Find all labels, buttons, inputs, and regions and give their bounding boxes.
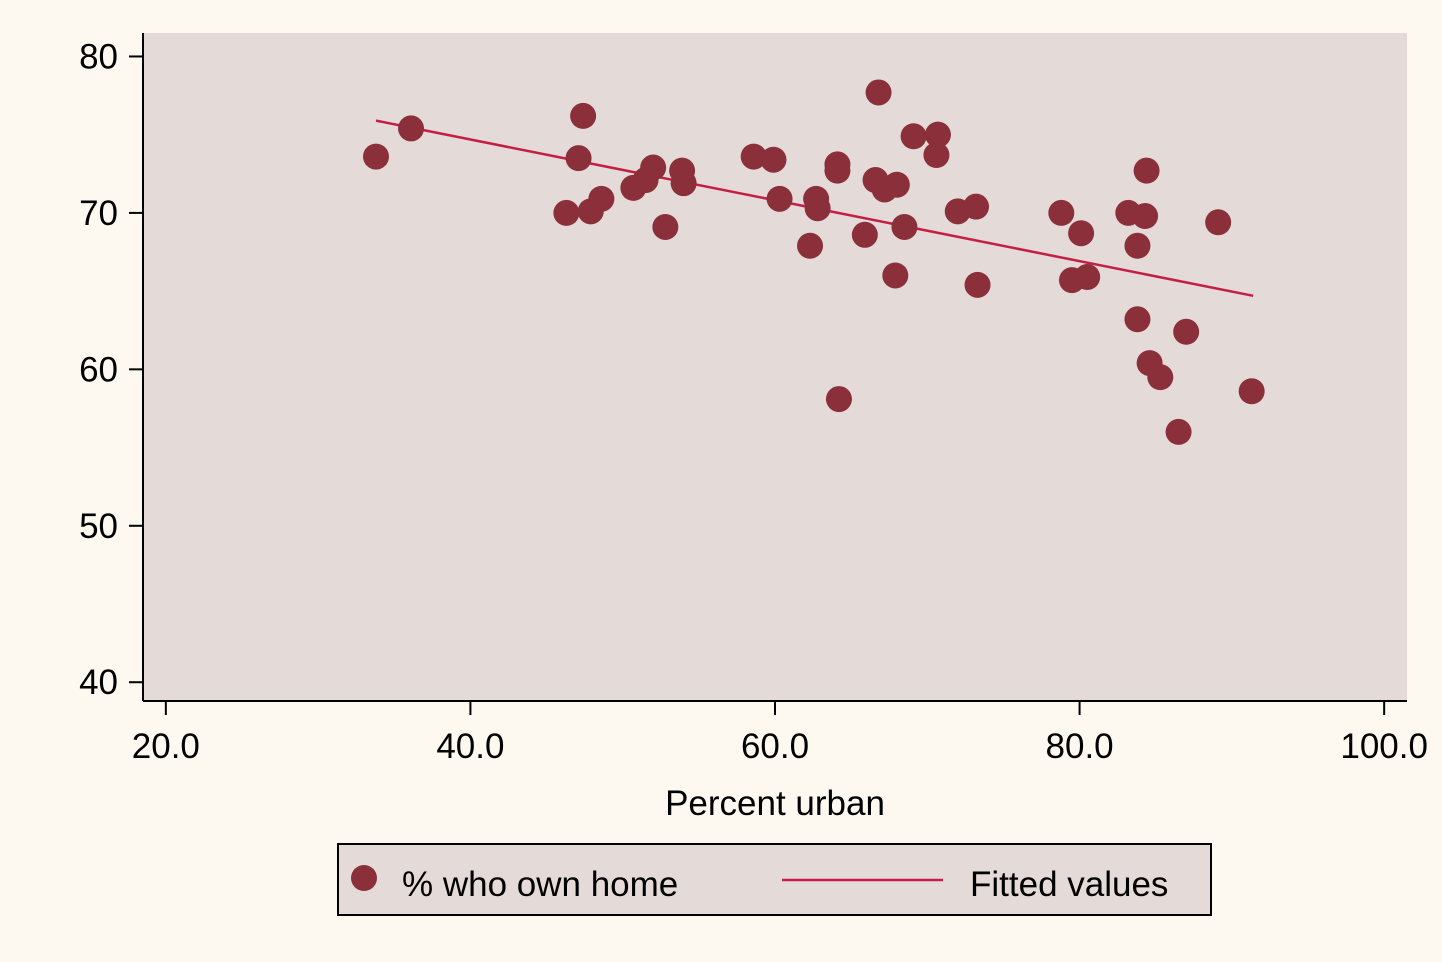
scatter-point <box>565 145 592 172</box>
scatter-point <box>1205 209 1232 236</box>
scatter-point <box>1074 264 1101 291</box>
scatter-point <box>588 185 615 212</box>
scatter-point <box>1132 203 1159 230</box>
x-axis-title: Percent urban <box>665 784 885 823</box>
scatter-point <box>1165 418 1192 445</box>
y-axis-ticks: 40 50 60 70 80 <box>79 37 143 702</box>
x-tick-label: 80.0 <box>1046 727 1114 766</box>
legend-label-fitted: Fitted values <box>970 865 1168 904</box>
scatter-points-layer <box>363 79 1265 445</box>
scatter-point <box>670 170 697 197</box>
y-tick-label: 70 <box>79 194 118 233</box>
y-tick-label: 50 <box>79 507 118 546</box>
legend: % who own home Fitted values <box>337 843 1212 916</box>
scatter-point <box>553 199 580 226</box>
scatter-point <box>1068 220 1095 247</box>
scatter-point <box>652 213 679 240</box>
scatter-point <box>883 171 910 198</box>
scatter-point <box>963 193 990 220</box>
scatter-point <box>804 195 831 222</box>
scatter-point <box>923 142 950 169</box>
scatter-point <box>1147 364 1174 391</box>
y-tick-label: 80 <box>79 37 118 76</box>
x-tick-label: 60.0 <box>741 727 809 766</box>
scatter-point <box>797 232 824 259</box>
scatter-point <box>825 386 852 413</box>
scatter-point <box>824 157 851 184</box>
legend-label-home: % who own home <box>402 865 678 904</box>
scatter-point <box>900 123 927 150</box>
scatter-point <box>1124 232 1151 259</box>
scatter-point <box>760 146 787 173</box>
scatter-point <box>740 143 767 170</box>
x-tick-label: 100.0 <box>1340 727 1428 766</box>
scatter-point <box>924 121 951 148</box>
scatter-point <box>851 221 878 248</box>
scatter-point <box>363 143 390 170</box>
scatter-point <box>891 213 918 240</box>
scatter-point <box>398 115 425 142</box>
scatter-point <box>964 271 991 298</box>
legend-marker-home <box>351 865 377 891</box>
x-tick-label: 20.0 <box>132 727 200 766</box>
scatter-point <box>570 102 597 129</box>
y-tick-label: 40 <box>79 663 118 702</box>
scatter-point <box>1133 157 1160 184</box>
legend-box <box>337 843 1212 916</box>
plot-area <box>143 33 1407 701</box>
scatter-point <box>1238 378 1265 405</box>
x-tick-label: 40.0 <box>436 727 504 766</box>
scatter-point <box>766 185 793 212</box>
y-tick-label: 60 <box>79 350 118 389</box>
scatter-point <box>882 262 909 289</box>
scatter-point <box>865 79 892 106</box>
scatter-point <box>640 154 667 181</box>
x-axis-ticks: 20.0 40.0 60.0 80.0 100.0 <box>132 701 1428 766</box>
scatter-point <box>1173 318 1200 345</box>
scatter-point <box>1124 306 1151 333</box>
scatter-point <box>1048 199 1075 226</box>
